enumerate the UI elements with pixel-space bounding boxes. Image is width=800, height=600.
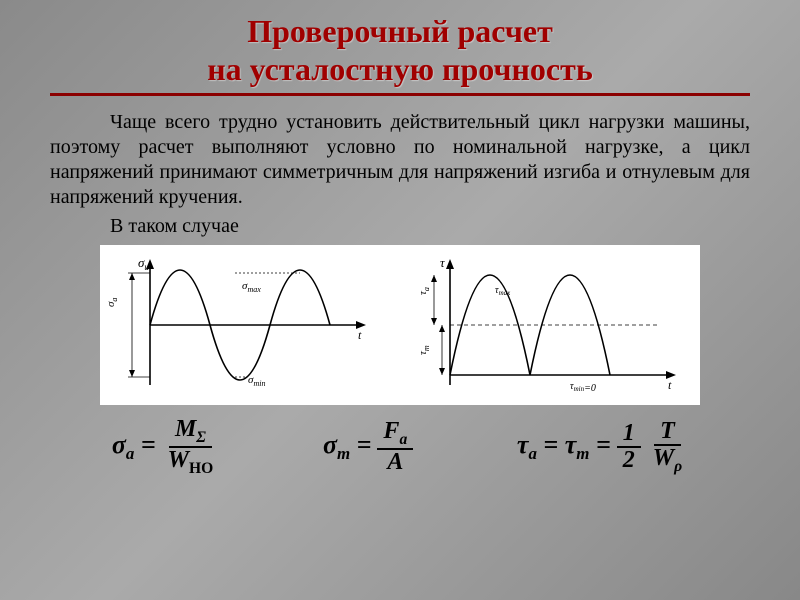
svg-text:t: t [668, 378, 672, 392]
svg-text:τm: τm [417, 345, 431, 355]
svg-text:τa: τa [417, 287, 431, 295]
left-chart: σи t σmax σmin σa [105, 255, 366, 388]
formula-sigma-a: σa = MΣ WНО [112, 417, 219, 477]
body-paragraph-1: Чаще всего трудно установить действитель… [50, 110, 750, 210]
svg-text:τ: τ [440, 255, 446, 270]
title-line-1: Проверочный расчет [247, 13, 553, 49]
svg-text:σmin: σmin [248, 374, 265, 388]
svg-text:σa: σa [105, 297, 119, 306]
diagram-svg: σи t σmax σmin σa [100, 245, 700, 405]
right-chart: τ t τa τm τmax τmin=0 [417, 255, 676, 394]
body-paragraph-2: В таком случае [50, 214, 750, 239]
svg-text:t: t [358, 328, 362, 342]
title-line-2: на усталостную прочность [207, 51, 593, 87]
formulas-row: σa = MΣ WНО σm = Fa A τa = τm = 1 2 T Wρ [50, 417, 750, 477]
formula-sigma-m: σm = Fa A [323, 419, 413, 475]
formula-tau: τa = τm = 1 2 T Wρ [517, 419, 688, 475]
slide-container: Проверочный расчет на усталостную прочно… [0, 0, 800, 477]
svg-text:σmax: σmax [242, 280, 261, 294]
slide-title: Проверочный расчет на усталостную прочно… [50, 12, 750, 96]
svg-text:τmin=0: τmin=0 [570, 381, 596, 394]
stress-cycle-diagram: σи t σmax σmin σa [100, 245, 700, 405]
svg-text:σи: σи [138, 255, 149, 272]
